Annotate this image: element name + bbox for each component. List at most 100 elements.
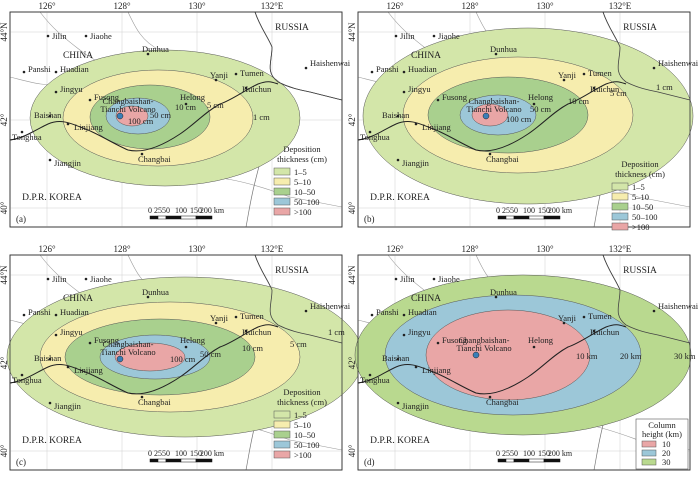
place-label-linjiang: Linjiang (422, 365, 452, 375)
latitude-label: 42° (347, 113, 357, 126)
place-label-tumen: Tumen (588, 68, 613, 78)
place-marker (84, 34, 88, 38)
legend-swatch (611, 192, 629, 201)
scale-segment (157, 458, 167, 463)
latitude-label: 44°N (347, 22, 357, 42)
place-label-tumen: Tumen (588, 311, 613, 321)
scale-tick: 200 km (548, 206, 573, 215)
place-label-tumen: Tumen (240, 68, 265, 78)
place-label-dunhua: Dunhua (142, 44, 169, 54)
legend-label: 50–100 (294, 440, 320, 450)
longitude-label: 130° (188, 1, 206, 11)
place-marker (402, 90, 406, 94)
legend-label: >100 (632, 222, 650, 232)
country-label-dprk: D.P.R. KOREA (22, 193, 82, 203)
place-label-jiaohe: Jiaohe (438, 31, 460, 41)
scale-segment (505, 215, 515, 220)
place-label-linjiang: Linjiang (74, 122, 104, 132)
latitude-label: 42° (347, 356, 357, 369)
scale-tick: 50 (162, 206, 170, 215)
place-marker (234, 72, 238, 76)
panel-labels: 126° 128° 130° 132°E 44°N 42° 40° CHINA RUSSIA D.… (347, 1, 699, 232)
contour-label: 50 cm (530, 104, 551, 114)
legend-label: 10 (662, 439, 671, 449)
volcano-marker (116, 112, 124, 120)
place-label-haishenwai: Haishenwai (310, 301, 351, 311)
legend-swatch (273, 187, 291, 196)
scale-tick: 100 (175, 449, 187, 458)
place-marker (370, 70, 374, 74)
contour-100cm (115, 105, 149, 127)
place-marker (20, 130, 24, 134)
place-label-jingyu: Jingyu (60, 327, 83, 337)
legend-swatch (273, 430, 291, 439)
scale-segment (513, 215, 530, 220)
country-label-dprk: D.P.R. KOREA (370, 436, 430, 446)
legend-swatch (641, 449, 657, 457)
china-dprk-border (9, 81, 279, 152)
legend-label: 5–10 (632, 192, 649, 202)
place-marker (414, 365, 418, 369)
place-label-tonghua: Tonghua (360, 375, 390, 385)
place-marker (48, 357, 52, 361)
place-marker (54, 70, 58, 74)
legend-label: 10–50 (294, 430, 315, 440)
contour-label: 10 cm (568, 96, 589, 106)
place-label-baishan: Baishan (382, 353, 410, 363)
legend-swatch (611, 202, 629, 211)
isopach-contours (29, 49, 301, 187)
country-label-china: CHINA (411, 51, 441, 61)
place-label-yanji: Yanji (210, 313, 229, 323)
china-dprk-border (357, 81, 627, 152)
china-russia-border (254, 11, 343, 101)
place-label-helong: Helong (528, 92, 554, 102)
place-marker (562, 321, 566, 325)
scale-tick: 25 (154, 449, 162, 458)
scale-tick: 200 km (200, 449, 225, 458)
legend-label: 30 (662, 457, 671, 467)
place-marker (488, 152, 492, 156)
latitude-label: 40° (347, 201, 357, 214)
panel-labels: 126° 128° 130° 132°E 44°N 42° 40° CHINA RUSSIA D.… (347, 244, 699, 470)
legend-label: 10–50 (632, 202, 653, 212)
legend-swatch (611, 182, 629, 191)
latitude-label: 40° (0, 444, 9, 457)
place-label-jiangjin: Jiangjin (402, 158, 430, 168)
contour-label: 20 km (620, 351, 642, 361)
place-label-jiangjin: Jiangjin (54, 401, 82, 411)
place-marker (46, 277, 50, 281)
volcano-marker (116, 355, 124, 363)
place-label-dunhua: Dunhua (490, 287, 517, 297)
borders (9, 254, 343, 471)
volcano-label: Tianchi Volcano (456, 343, 511, 353)
legend-title: height (km) (642, 429, 682, 439)
latitude-label: 42° (0, 113, 9, 126)
place-label-baishan: Baishan (34, 353, 62, 363)
place-label-baishan: Baishan (34, 110, 62, 120)
place-marker (652, 66, 656, 70)
longitude-label: 126° (386, 1, 404, 11)
place-marker (54, 313, 58, 317)
country-label-dprk: D.P.R. KOREA (370, 193, 430, 203)
place-label-tumen: Tumen (240, 311, 265, 321)
scale-segment (195, 215, 213, 220)
legend-label: 50–100 (632, 212, 658, 222)
china-dprk-border (357, 324, 627, 395)
scale-tick: 100 (523, 449, 535, 458)
place-marker (184, 345, 188, 349)
place-marker (402, 333, 406, 337)
latitude-label: 44°N (347, 265, 357, 285)
scale-tick: 0 (148, 449, 152, 458)
scale-segment (195, 458, 213, 463)
contour-label: 1 cm (656, 82, 673, 92)
legend-label: 5–10 (294, 177, 311, 187)
contour-label: 1 cm (253, 112, 270, 122)
legend-swatch (273, 420, 291, 429)
place-label-helong: Helong (528, 335, 554, 345)
longitude-label: 130° (536, 1, 554, 11)
place-label-jiaohe: Jiaohe (90, 31, 112, 41)
place-marker (48, 401, 52, 405)
place-label-linjiang: Linjiang (74, 365, 104, 375)
legend-title: thickness (cm) (277, 154, 327, 164)
scale-tick: 150 (538, 449, 550, 458)
